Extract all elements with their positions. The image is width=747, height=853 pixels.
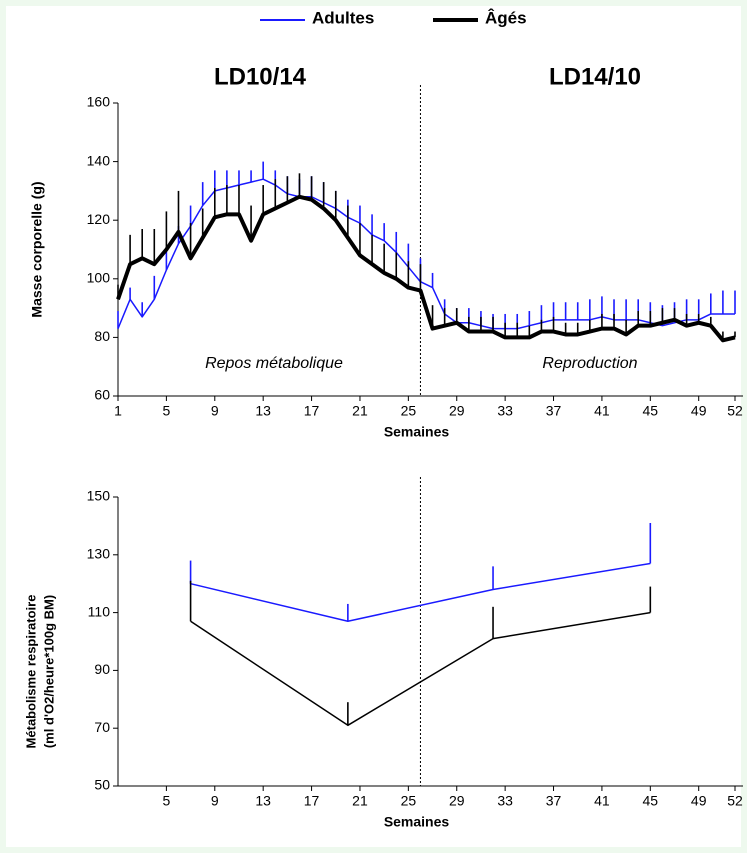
x-tick-label: 33	[497, 403, 513, 419]
x-tick-label: 45	[643, 793, 659, 809]
y-tick-label: 90	[94, 661, 110, 677]
x-tick-label: 52	[727, 793, 743, 809]
series-line	[116, 194, 736, 343]
x-tick-label: 21	[352, 403, 368, 419]
y-axis-label: Métabolisme respiratoire	[23, 595, 38, 749]
x-tick-label: 41	[594, 793, 610, 809]
x-tick-label: 49	[691, 793, 707, 809]
phase-label: Reproduction	[542, 355, 637, 372]
x-tick-label: 37	[546, 403, 562, 419]
period-label: LD14/10	[549, 63, 641, 90]
y-tick-label: 130	[87, 546, 111, 562]
y-tick-label: 120	[87, 211, 111, 227]
legend-label: Âgés	[485, 8, 527, 27]
x-tick-label: 13	[255, 403, 271, 419]
x-tick-label: 29	[449, 793, 465, 809]
y-tick-label: 100	[87, 270, 111, 286]
y-tick-label: 60	[94, 387, 110, 403]
x-tick-label: 17	[304, 403, 320, 419]
x-tick-label: 5	[162, 793, 170, 809]
x-tick-label: 25	[401, 793, 417, 809]
y-tick-label: 140	[87, 152, 111, 168]
x-tick-label: 33	[497, 793, 513, 809]
x-tick-label: 25	[401, 403, 417, 419]
x-tick-label: 41	[594, 403, 610, 419]
series-line	[117, 178, 735, 330]
y-tick-label: 80	[94, 328, 110, 344]
y-tick-label: 160	[87, 94, 111, 110]
x-tick-label: 1	[114, 403, 122, 419]
x-tick-label: 5	[162, 403, 170, 419]
series-line	[190, 562, 651, 623]
x-tick-label: 9	[211, 403, 219, 419]
x-tick-label: 9	[211, 793, 219, 809]
legend-label: Adultes	[312, 8, 374, 27]
x-tick-label: 52	[727, 403, 743, 419]
x-tick-label: 17	[304, 793, 320, 809]
y-tick-label: 70	[94, 719, 110, 735]
period-label: LD10/14	[214, 63, 307, 90]
x-axis-label: Semaines	[384, 814, 450, 830]
phase-label: Repos métabolique	[205, 355, 343, 372]
x-tick-label: 21	[352, 793, 368, 809]
x-tick-label: 37	[546, 793, 562, 809]
x-tick-label: 29	[449, 403, 465, 419]
y-axis-label: (ml d'O2/heure*100g BM)	[41, 595, 56, 748]
x-axis-label: Semaines	[384, 424, 450, 440]
y-tick-label: 110	[88, 603, 111, 619]
x-tick-label: 49	[691, 403, 707, 419]
series-line	[190, 611, 651, 727]
y-tick-label: 50	[94, 777, 110, 793]
x-tick-label: 13	[255, 793, 271, 809]
y-axis-label: Masse corporelle (g)	[29, 181, 45, 317]
x-tick-label: 45	[643, 403, 659, 419]
y-tick-label: 150	[87, 488, 111, 504]
panel-background	[6, 6, 741, 847]
